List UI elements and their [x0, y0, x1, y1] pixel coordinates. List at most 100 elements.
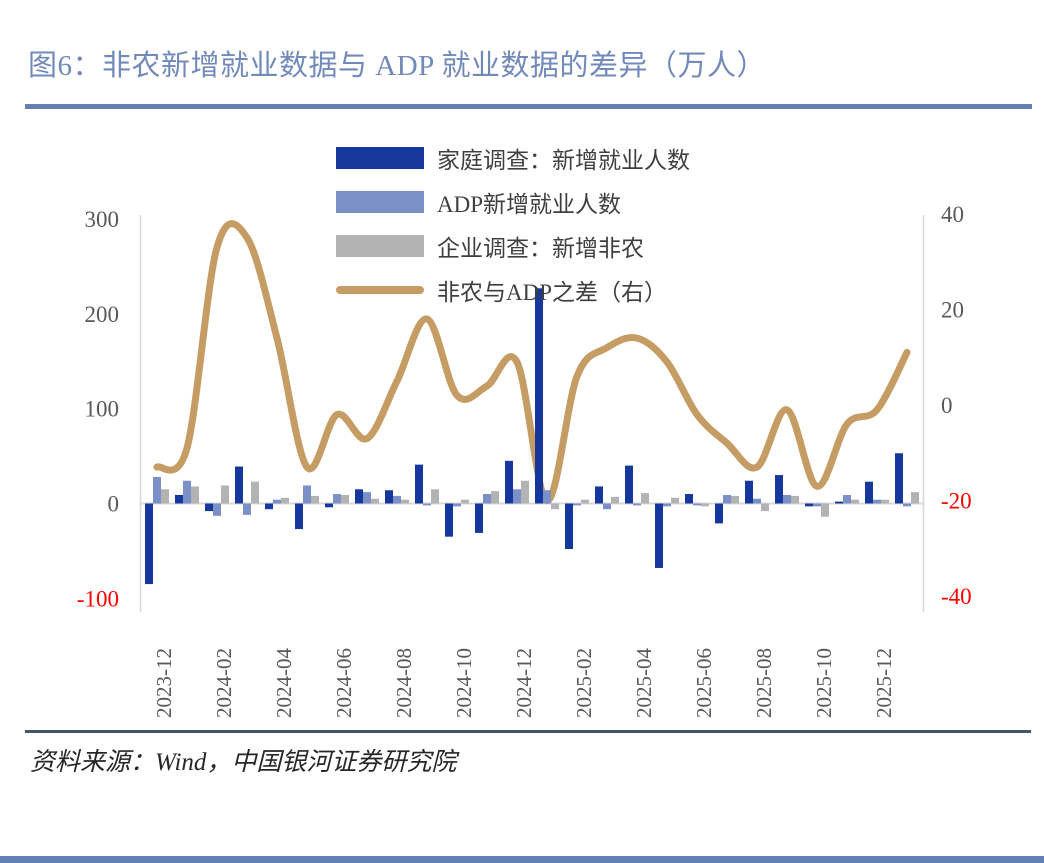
x-axis-tick: 2025-06	[692, 648, 716, 718]
bar-household	[625, 465, 633, 504]
legend-item-adp: ADP新增就业人数	[336, 180, 690, 224]
bar-establishment	[311, 495, 319, 504]
bar-establishment	[461, 499, 469, 504]
bar-household	[475, 503, 483, 533]
bar-adp	[483, 494, 491, 504]
bar-adp	[903, 503, 911, 507]
bar-adp	[453, 503, 461, 507]
left-axis-tick: -100	[77, 586, 119, 611]
x-axis-tick: 2024-04	[272, 648, 296, 718]
bar-household	[865, 481, 873, 504]
right-axis-tick: 40	[941, 202, 964, 227]
bar-establishment	[701, 503, 709, 507]
right-axis-tick: 20	[941, 297, 964, 322]
bar-establishment	[401, 499, 409, 504]
title-divider	[25, 104, 1032, 109]
bar-household	[505, 460, 513, 504]
legend-label: 企业调查：新增非农	[437, 236, 644, 261]
bar-adp	[543, 490, 551, 504]
bar-establishment	[611, 496, 619, 504]
left-axis-tick: 100	[85, 397, 120, 422]
x-axis-tick: 2025-02	[572, 648, 596, 718]
bar-adp	[243, 503, 251, 515]
left-axis-tick: 0	[108, 492, 120, 517]
bar-household	[775, 475, 783, 504]
bar-household	[655, 503, 663, 568]
x-axis-tick: 2023-12	[152, 648, 176, 718]
legend-label: ADP新增就业人数	[437, 192, 622, 217]
chart-legend: 家庭调查：新增就业人数 ADP新增就业人数 企业调查：新增非农 非农与ADP之差…	[336, 136, 690, 312]
left-axis-tick: 200	[85, 302, 120, 327]
legend-swatch-adp	[336, 191, 424, 213]
right-axis-tick: -20	[941, 489, 972, 514]
bar-adp	[333, 494, 341, 504]
x-axis-tick: 2025-08	[752, 648, 776, 718]
bar-establishment	[491, 491, 499, 504]
bar-adp	[603, 503, 611, 510]
source-text: 资料来源：Wind，中国银河证券研究院	[30, 749, 457, 776]
bar-adp	[393, 495, 401, 504]
bar-household	[895, 453, 903, 504]
bar-adp	[213, 503, 221, 516]
bar-establishment	[641, 493, 649, 504]
bar-adp	[723, 494, 731, 504]
bar-establishment	[821, 503, 829, 517]
bar-household	[175, 494, 183, 504]
bar-household	[685, 494, 693, 504]
bar-establishment	[581, 499, 589, 504]
legend-item-establishment-survey: 企业调查：新增非农	[336, 224, 690, 268]
x-axis-tick: 2025-04	[632, 648, 656, 718]
legend-swatch-establishment	[336, 235, 424, 257]
right-axis-tick: -40	[941, 584, 972, 609]
bar-household	[265, 503, 273, 510]
bar-household	[745, 480, 753, 504]
bar-establishment	[521, 480, 529, 504]
bar-adp	[273, 499, 281, 504]
bar-household	[835, 501, 843, 504]
x-axis-tick: 2025-10	[812, 648, 836, 718]
bar-adp	[153, 476, 161, 504]
legend-swatch-household	[336, 147, 424, 169]
bar-establishment	[761, 503, 769, 512]
bar-household	[355, 489, 363, 504]
bar-establishment	[731, 495, 739, 504]
bar-establishment	[911, 492, 919, 504]
right-axis-tick: 0	[941, 393, 953, 418]
figure-title: 图6：非农新增就业数据与 ADP 就业数据的差异（万人）	[28, 50, 766, 82]
bar-household	[325, 503, 333, 508]
bar-household	[595, 486, 603, 504]
bar-adp	[783, 494, 791, 504]
bar-adp	[183, 480, 191, 504]
x-axis-tick: 2024-02	[212, 648, 236, 718]
bar-establishment	[341, 494, 349, 504]
x-axis-tick: 2024-12	[512, 648, 536, 718]
bar-adp	[873, 499, 881, 504]
bar-adp	[573, 503, 581, 506]
bar-establishment	[221, 485, 229, 504]
bar-household	[145, 503, 153, 585]
bar-household	[715, 503, 723, 524]
legend-swatch-diff-line	[336, 286, 424, 294]
bottom-border	[0, 856, 1044, 863]
bar-establishment	[851, 499, 859, 504]
bar-establishment	[161, 489, 169, 504]
bar-household	[805, 503, 813, 507]
x-axis-tick: 2024-08	[392, 648, 416, 718]
bar-adp	[303, 485, 311, 504]
legend-label: 家庭调查：新增就业人数	[437, 148, 690, 173]
bar-establishment	[371, 498, 379, 504]
bar-establishment	[551, 503, 559, 510]
x-axis-tick: 2024-06	[332, 648, 356, 718]
bar-adp	[843, 494, 851, 504]
left-axis-tick: 300	[85, 207, 120, 232]
bar-establishment	[191, 486, 199, 504]
bar-household	[205, 503, 213, 512]
bar-establishment	[881, 499, 889, 504]
bar-establishment	[281, 497, 289, 504]
bar-establishment	[791, 495, 799, 504]
bar-adp	[753, 498, 761, 504]
bar-establishment	[431, 489, 439, 504]
bar-adp	[813, 503, 821, 507]
bar-adp	[663, 503, 671, 507]
bar-adp	[363, 492, 371, 504]
